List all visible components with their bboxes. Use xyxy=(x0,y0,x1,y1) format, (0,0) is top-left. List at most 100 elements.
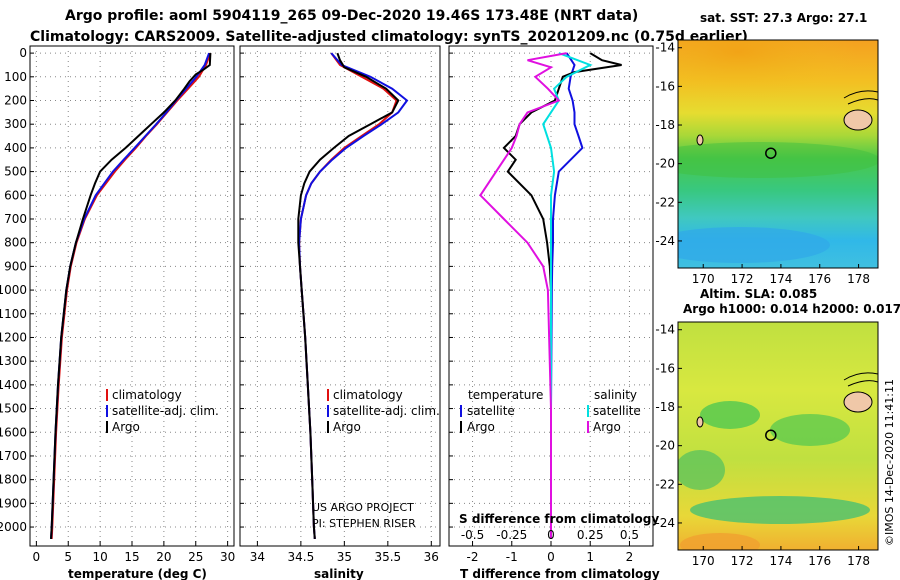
map-y-tick-label: -24 xyxy=(655,234,675,248)
sla-map-title-line2: Argo h1000: 0.014 h2000: 0.017 xyxy=(683,302,900,316)
sst-map-ticks: 170 172 174 176 178 -14 -16 -18 -20 -22 -24 xyxy=(655,41,870,286)
map-x-tick-label: 178 xyxy=(847,554,870,568)
salinity-grid xyxy=(240,46,440,546)
y-tick-label: 1900 xyxy=(0,496,27,510)
y-tick-label: 200 xyxy=(4,94,27,108)
y-tick-label: 1100 xyxy=(0,307,27,321)
x-tick-label: 1 xyxy=(586,550,594,564)
sst-map xyxy=(678,40,878,268)
x2-tick-label: -0.5 xyxy=(461,528,484,542)
y-tick-label: 800 xyxy=(4,236,27,250)
sla-green-blob-2 xyxy=(770,414,850,446)
sla-map xyxy=(678,322,878,550)
map-x-tick-label: 170 xyxy=(692,554,715,568)
map-x-tick-label: 172 xyxy=(731,272,754,286)
y-tick-label: 1300 xyxy=(0,354,27,368)
salinity-panel-frame xyxy=(239,45,441,547)
y-tick-label: 2000 xyxy=(0,520,27,534)
x-tick-label: 35 xyxy=(337,550,352,564)
figure-title-line1: Argo profile: aoml 5904119_265 09-Dec-20… xyxy=(65,8,638,24)
island-new-caledonia xyxy=(843,109,873,131)
sst-warm-patch xyxy=(678,40,878,120)
series-line xyxy=(298,52,409,539)
difference-salinity-legend: salinity satellite Argo xyxy=(587,388,641,434)
map-x-tick-label: 172 xyxy=(731,554,754,568)
sla-green-blob-3 xyxy=(678,450,725,490)
depth-tick-labels: 0 100 200 300 400 500 600 700 800 900 1000 1100 1200… xyxy=(0,46,27,534)
y-tick-label: 500 xyxy=(4,165,27,179)
legend-label-temp-argo: Argo xyxy=(467,420,495,434)
legend-label-sal-satellite: satellite xyxy=(593,404,641,418)
map-x-tick-label: 176 xyxy=(808,554,831,568)
project-annotation-line2: PI: STEPHEN RISER xyxy=(312,517,416,530)
x-tick-label: -1 xyxy=(506,550,518,564)
x2-tick-label: 0 xyxy=(547,528,555,542)
salinity-x-ticks: 34 34.5 35 35.5 36 xyxy=(250,541,439,564)
series-line xyxy=(502,52,622,539)
imos-credit: ©IMOS 14-Dec-2020 11:41:11 xyxy=(883,379,896,546)
temperature-x-ticks: 0 5 10 15 20 25 30 xyxy=(33,541,235,564)
legend-heading-salinity: salinity xyxy=(594,388,637,402)
legend-label-satellite: satellite-adj. clim. xyxy=(112,404,219,418)
y-tick-label: 1200 xyxy=(0,330,27,344)
x-tick-label: 10 xyxy=(92,550,107,564)
salinity-difference-x-ticks: -0.5 -0.25 0 0.25 0.5 xyxy=(461,528,639,542)
sla-green-blob-4 xyxy=(690,496,870,524)
x-tick-label: 34 xyxy=(250,550,265,564)
salinity-series xyxy=(297,52,409,539)
sla-map-frame xyxy=(677,321,879,551)
x2-tick-label: 0.25 xyxy=(577,528,604,542)
salinity-xlabel: salinity xyxy=(314,567,364,580)
x-tick-label: 20 xyxy=(156,550,171,564)
figure-title-line2: Climatology: CARS2009. Satellite-adjuste… xyxy=(30,29,748,45)
y-tick-label: 1400 xyxy=(0,378,27,392)
series-line xyxy=(50,52,211,539)
legend-label-satellite: satellite-adj. clim. xyxy=(333,404,440,418)
map-y-tick-label: -20 xyxy=(655,157,675,171)
difference-xlabel: T difference from climatology xyxy=(460,567,660,580)
legend-label-temp-satellite: satellite xyxy=(467,404,515,418)
legend-label-sal-argo: Argo xyxy=(593,420,621,434)
temperature-grid xyxy=(30,46,234,546)
y-tick-label: 1800 xyxy=(0,473,27,487)
sla-green-blob-1 xyxy=(700,401,760,429)
x-tick-label: 36 xyxy=(424,550,439,564)
series-line xyxy=(50,52,212,539)
sst-cyan-patch xyxy=(678,227,830,263)
map-y-tick-label: -24 xyxy=(655,516,675,530)
y-tick-label: 700 xyxy=(4,212,27,226)
x-tick-label: 25 xyxy=(188,550,203,564)
salinity-difference-xlabel: S difference from climatology xyxy=(459,512,659,526)
project-annotation-line1: US ARGO PROJECT xyxy=(312,501,414,514)
sst-green-band xyxy=(678,142,878,178)
argo-position-marker xyxy=(765,147,777,159)
x-tick-label: 15 xyxy=(124,550,139,564)
x-tick-label: 0 xyxy=(33,550,41,564)
temperature-xlabel: temperature (deg C) xyxy=(68,567,207,580)
difference-temperature-legend: temperature satellite Argo xyxy=(460,388,543,434)
y-tick-label: 1000 xyxy=(0,283,27,297)
difference-x-ticks: -2 -1 0 1 2 xyxy=(467,541,633,564)
x2-tick-label: -0.25 xyxy=(496,528,527,542)
map-x-tick-label: 176 xyxy=(808,272,831,286)
map-x-tick-label: 178 xyxy=(847,272,870,286)
y-tick-label: 1700 xyxy=(0,449,27,463)
map-y-tick-label: -14 xyxy=(655,41,675,55)
map-x-tick-label: 170 xyxy=(692,272,715,286)
y-tick-label: 900 xyxy=(4,259,27,273)
x-tick-label: 34.5 xyxy=(288,550,315,564)
x2-tick-label: 0.5 xyxy=(620,528,639,542)
legend-label-argo: Argo xyxy=(333,420,361,434)
island-vanuatu xyxy=(696,134,704,146)
temperature-legend: climatology satellite-adj. clim. Argo xyxy=(106,388,219,434)
series-line xyxy=(50,53,212,539)
series-line xyxy=(479,52,567,539)
legend-label-climatology: climatology xyxy=(333,388,403,402)
difference-series xyxy=(479,52,622,539)
y-tick-label: 300 xyxy=(4,117,27,131)
map-y-tick-label: -22 xyxy=(655,195,675,209)
series-line xyxy=(550,52,584,539)
legend-heading-temperature: temperature xyxy=(468,388,543,402)
series-line xyxy=(297,52,400,539)
